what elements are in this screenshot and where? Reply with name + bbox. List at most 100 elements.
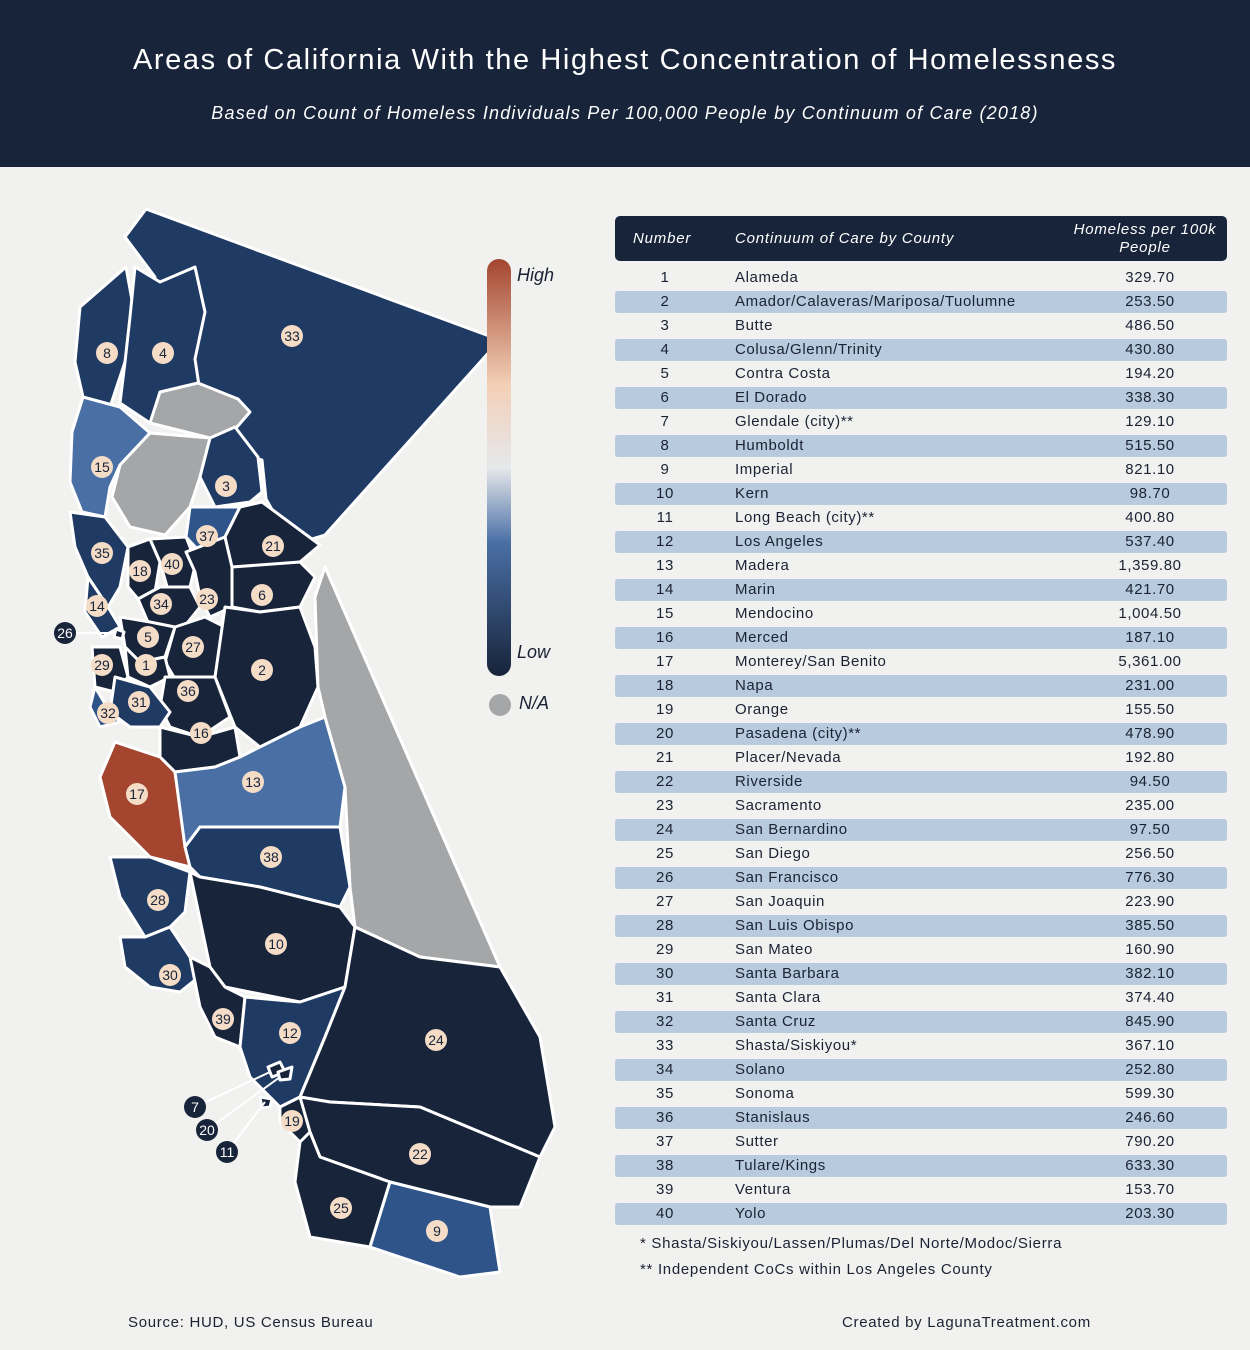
badge-label: 31 xyxy=(131,694,147,710)
row-county: San Mateo xyxy=(735,941,813,958)
map-region-17 xyxy=(98,740,192,869)
table-row: 2 Amador/Calaveras/Mariposa/Tuolumne 253.5… xyxy=(615,290,1227,314)
badge-circle xyxy=(281,1110,303,1132)
badge-label: 28 xyxy=(150,892,166,908)
row-number: 38 xyxy=(656,1157,674,1174)
table-row: 30 Santa Barbara 382.10 xyxy=(615,962,1227,986)
row-number: 20 xyxy=(656,725,674,742)
table-row: 40 Yolo 203.30 xyxy=(615,1202,1227,1226)
row-county: Long Beach (city)** xyxy=(735,509,875,526)
badge-circle xyxy=(152,342,174,364)
badge-label: 17 xyxy=(129,786,145,802)
table-row: 24 San Bernardino 97.50 xyxy=(615,818,1227,842)
row-number: 15 xyxy=(656,605,674,622)
badge-label: 40 xyxy=(164,556,180,572)
badge-label: 38 xyxy=(263,849,279,865)
map-badge-32: 32 xyxy=(97,702,119,724)
map-badge-17: 17 xyxy=(126,783,148,805)
row-county: Marin xyxy=(735,581,776,598)
table-row: 27 San Joaquin 223.90 xyxy=(615,890,1227,914)
row-number: 1 xyxy=(660,269,670,286)
page-title: Areas of California With the Highest Con… xyxy=(132,44,1118,76)
row-value: 776.30 xyxy=(1125,869,1175,886)
badge-circle xyxy=(279,1022,301,1044)
row-value: 790.20 xyxy=(1125,1133,1175,1150)
map-region-6 xyxy=(230,560,317,614)
badge-circle xyxy=(96,342,118,364)
row-value: 374.40 xyxy=(1125,989,1175,1006)
row-value: 252.80 xyxy=(1125,1061,1175,1078)
badge-circle xyxy=(86,595,108,617)
row-value: 246.60 xyxy=(1125,1109,1175,1126)
row-county: Santa Barbara xyxy=(735,965,840,982)
row-county: Santa Cruz xyxy=(735,1013,817,1030)
badge-label: 36 xyxy=(180,683,196,699)
row-value: 235.00 xyxy=(1125,797,1175,814)
footnote-single-star: * Shasta/Siskiyou/Lassen/Plumas/Del Nort… xyxy=(640,1235,1063,1252)
row-county: Riverside xyxy=(735,773,803,790)
row-value: 194.20 xyxy=(1125,365,1175,382)
map-badge-5: 5 xyxy=(137,626,159,648)
row-value: 430.80 xyxy=(1125,341,1175,358)
map-badge-36: 36 xyxy=(177,680,199,702)
map-badge-20: 20 xyxy=(196,1119,218,1141)
row-value: 231.00 xyxy=(1125,677,1175,694)
row-value: 821.10 xyxy=(1125,461,1175,478)
column-header-number: Number xyxy=(633,230,692,247)
row-number: 16 xyxy=(656,629,674,646)
row-county: Stanislaus xyxy=(735,1109,811,1126)
row-county: Sutter xyxy=(735,1133,779,1150)
row-county: Glendale (city)** xyxy=(735,413,854,430)
row-value: 1,004.50 xyxy=(1118,605,1182,622)
map-badge-24: 24 xyxy=(425,1029,447,1051)
badge-label: 29 xyxy=(94,657,110,673)
map-badge-16: 16 xyxy=(190,722,212,744)
row-number: 6 xyxy=(660,389,670,406)
table-row: 34 Solano 252.80 xyxy=(615,1058,1227,1082)
row-number: 40 xyxy=(656,1205,674,1222)
row-value: 385.50 xyxy=(1125,917,1175,934)
map-badge-14: 14 xyxy=(86,595,108,617)
table-row: 33 Shasta/Siskiyou* 367.10 xyxy=(615,1034,1227,1058)
row-value: 223.90 xyxy=(1125,893,1175,910)
badge-label: 21 xyxy=(265,538,281,554)
row-number: 5 xyxy=(660,365,670,382)
map-badge-12: 12 xyxy=(279,1022,301,1044)
row-number: 37 xyxy=(656,1133,674,1150)
row-value: 98.70 xyxy=(1129,485,1171,502)
table-row: 4 Colusa/Glenn/Trinity 430.80 xyxy=(615,338,1227,362)
badge-label: 39 xyxy=(215,1011,231,1027)
row-number: 26 xyxy=(656,869,674,886)
row-number: 11 xyxy=(656,509,674,526)
badge-circle xyxy=(177,680,199,702)
leader-line xyxy=(194,1071,271,1108)
row-value: 160.90 xyxy=(1125,941,1175,958)
row-number: 35 xyxy=(656,1085,674,1102)
table-row: 8 Humboldt 515.50 xyxy=(615,434,1227,458)
badge-circle xyxy=(425,1029,447,1051)
map-badge-11: 11 xyxy=(216,1141,238,1163)
row-value: 256.50 xyxy=(1125,845,1175,862)
badge-circle xyxy=(330,1197,352,1219)
badge-circle xyxy=(128,691,150,713)
row-value: 155.50 xyxy=(1125,701,1175,718)
badge-circle xyxy=(184,1096,206,1118)
legend-na-swatch xyxy=(489,694,511,716)
map-badge-3: 3 xyxy=(215,475,237,497)
page-subtitle: Based on Count of Homeless Individuals P… xyxy=(211,103,1039,123)
row-value: 187.10 xyxy=(1125,629,1175,646)
legend-na-label: N/A xyxy=(519,693,550,713)
map-badge-26: 26 xyxy=(54,622,76,644)
badge-circle xyxy=(212,1008,234,1030)
legend-color-bar xyxy=(487,259,511,676)
table-row: 13 Madera 1,359.80 xyxy=(615,554,1227,578)
row-value: 5,361.00 xyxy=(1118,653,1182,670)
badge-circle xyxy=(97,702,119,724)
table-row: 6 El Dorado 338.30 xyxy=(615,386,1227,410)
badge-label: 6 xyxy=(258,587,266,603)
badge-circle xyxy=(150,593,172,615)
table-row: 32 Santa Cruz 845.90 xyxy=(615,1010,1227,1034)
badge-label: 27 xyxy=(185,639,201,655)
row-number: 13 xyxy=(656,557,674,574)
